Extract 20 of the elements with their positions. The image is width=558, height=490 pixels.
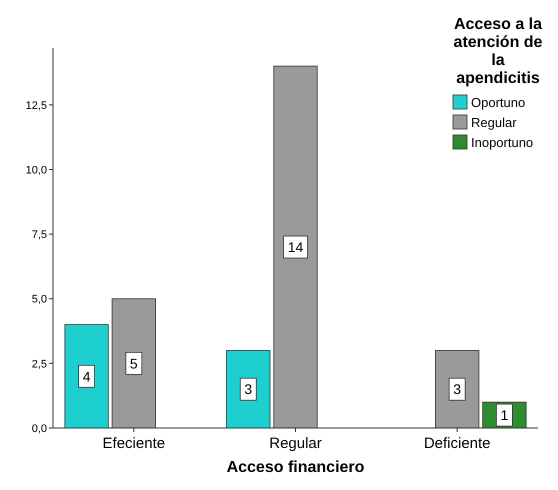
- y-tick-label: 7,5: [32, 229, 47, 242]
- data-label: 1: [500, 407, 509, 424]
- x-tick-label: Efeciente: [102, 435, 166, 452]
- data-label: 3: [453, 381, 462, 398]
- data-label: 4: [82, 368, 91, 384]
- data-label: 14: [288, 239, 304, 256]
- y-tick-label: 0,0: [32, 423, 47, 435]
- legend-title: Acceso a la atención de la apendicitis: [454, 16, 543, 87]
- data-label: 3: [244, 381, 252, 398]
- x-tick-label: Regular: [269, 435, 322, 452]
- y-tick-label: 2,5: [32, 358, 47, 370]
- y-tick-label: 10,0: [26, 164, 47, 176]
- x-tick-label: Deficiente: [424, 435, 491, 452]
- y-tick-label: 12,5: [26, 100, 47, 112]
- legend-label: Oportuno: [471, 95, 526, 110]
- x-axis-title: Acceso financiero: [226, 459, 365, 476]
- legend-label: Inoportuno: [471, 135, 534, 150]
- legend-label: Regular: [471, 115, 518, 130]
- data-label: 5: [130, 355, 138, 372]
- y-tick-label: 5,0: [32, 294, 47, 306]
